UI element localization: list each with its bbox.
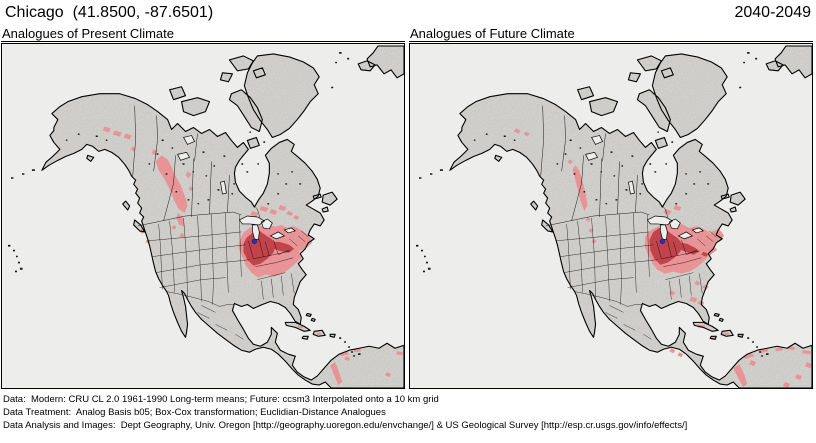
present-climate-map (2, 44, 404, 388)
header: Chicago (41.8500, -87.6501) 2040-2049 (0, 0, 816, 26)
footer-line-treatment: Data Treatment: Analog Basis b05; Box-Co… (3, 407, 386, 418)
page: Chicago (41.8500, -87.6501) 2040-2049 An… (0, 0, 816, 432)
page-title: Chicago (41.8500, -87.6501) (5, 4, 214, 21)
future-climate-map (410, 44, 812, 388)
map-box-present (1, 43, 405, 389)
subtitle-future: Analogues of Future Climate (409, 27, 813, 42)
maps-row: Analogues of Present Climate Analogues o… (1, 26, 815, 389)
panel-future: Analogues of Future Climate (409, 26, 813, 389)
panel-present: Analogues of Present Climate (1, 26, 405, 389)
footer: Data: Modern: CRU CL 2.0 1961-1990 Long-… (0, 389, 816, 432)
map-box-future (409, 43, 813, 389)
time-period: 2040-2049 (734, 4, 811, 21)
footer-line-data: Data: Modern: CRU CL 2.0 1961-1990 Long-… (3, 394, 439, 405)
subtitle-present: Analogues of Present Climate (1, 27, 405, 42)
footer-line-credits: Data Analysis and Images: Dept Geography… (3, 420, 688, 431)
